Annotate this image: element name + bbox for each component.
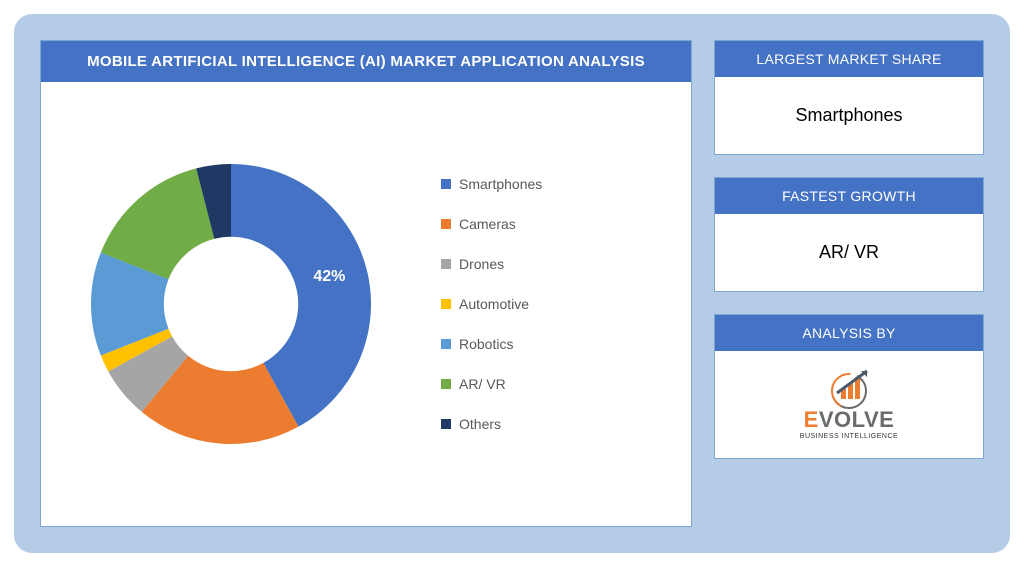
legend-item: Automotive: [441, 296, 542, 312]
main-chart-panel: MOBILE ARTIFICIAL INTELLIGENCE (AI) MARK…: [40, 40, 692, 527]
segment-pct-label: 42%: [313, 268, 345, 286]
card-body: AR/ VR: [715, 214, 983, 291]
legend-swatch: [441, 299, 451, 309]
chart-legend: Smartphones Cameras Drones Automotive Roboti…: [441, 176, 542, 432]
analysis-by-card: ANALYSIS BY EVOLVE BUSINESS: [714, 314, 984, 459]
legend-label: AR/ VR: [459, 376, 506, 392]
fastest-growth-card: FASTEST GROWTH AR/ VR: [714, 177, 984, 292]
card-body-logo: EVOLVE BUSINESS INTELLIGENCE: [715, 351, 983, 458]
legend-swatch: [441, 339, 451, 349]
logo-text-main: EVOLVE: [804, 409, 895, 431]
legend-item: Smartphones: [441, 176, 542, 192]
main-panel-title: MOBILE ARTIFICIAL INTELLIGENCE (AI) MARK…: [41, 41, 691, 82]
side-column: LARGEST MARKET SHARE Smartphones FASTEST…: [714, 40, 984, 527]
legend-label: Automotive: [459, 296, 529, 312]
largest-market-share-card: LARGEST MARKET SHARE Smartphones: [714, 40, 984, 155]
legend-swatch: [441, 379, 451, 389]
logo-text-sub: BUSINESS INTELLIGENCE: [800, 433, 898, 440]
legend-item: Drones: [441, 256, 542, 272]
legend-label: Drones: [459, 256, 504, 272]
card-header: LARGEST MARKET SHARE: [715, 41, 983, 77]
legend-swatch: [441, 259, 451, 269]
logo-icon: [819, 363, 879, 409]
legend-swatch: [441, 419, 451, 429]
donut-chart: 42%: [81, 154, 381, 454]
legend-item: AR/ VR: [441, 376, 542, 392]
legend-label: Others: [459, 416, 501, 432]
card-header: FASTEST GROWTH: [715, 178, 983, 214]
evolve-logo: EVOLVE BUSINESS INTELLIGENCE: [725, 363, 973, 440]
infographic-container: MOBILE ARTIFICIAL INTELLIGENCE (AI) MARK…: [14, 14, 1010, 553]
legend-swatch: [441, 219, 451, 229]
legend-label: Smartphones: [459, 176, 542, 192]
chart-area: 42% Smartphones Cameras Drones Automotive Ro…: [41, 82, 691, 526]
card-header: ANALYSIS BY: [715, 315, 983, 351]
card-body: Smartphones: [715, 77, 983, 154]
legend-label: Robotics: [459, 336, 513, 352]
legend-label: Cameras: [459, 216, 516, 232]
legend-item: Others: [441, 416, 542, 432]
legend-swatch: [441, 179, 451, 189]
legend-item: Robotics: [441, 336, 542, 352]
legend-item: Cameras: [441, 216, 542, 232]
